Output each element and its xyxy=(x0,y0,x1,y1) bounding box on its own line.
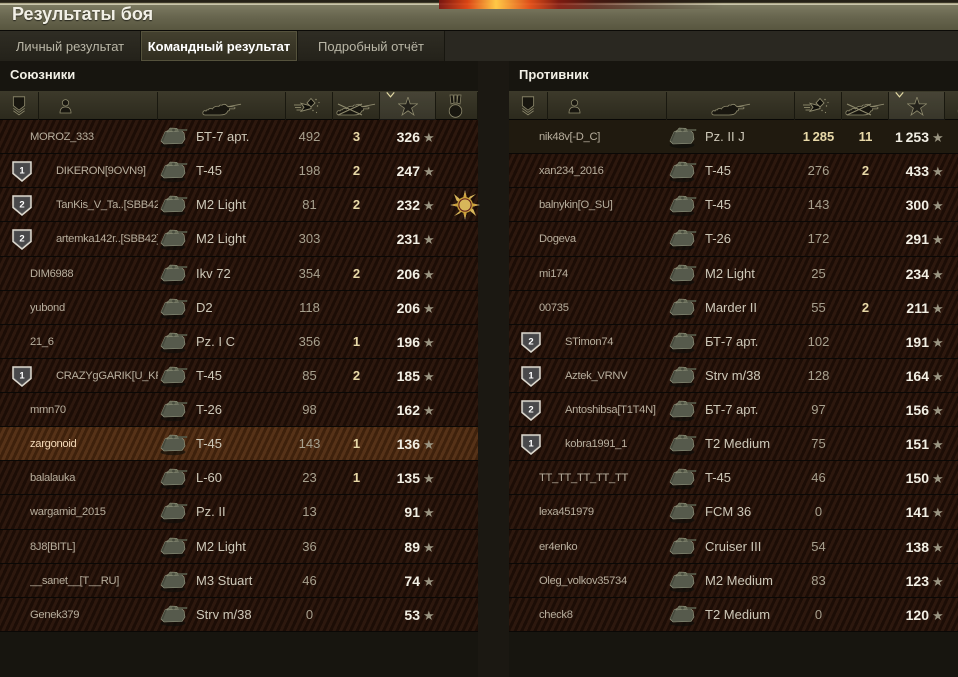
svg-text:2: 2 xyxy=(528,336,533,347)
svg-text:1: 1 xyxy=(528,439,534,450)
svg-text:1: 1 xyxy=(528,370,534,381)
svg-text:1: 1 xyxy=(19,370,25,381)
svg-text:2: 2 xyxy=(528,405,533,416)
svg-text:2: 2 xyxy=(19,234,24,245)
svg-text:1: 1 xyxy=(19,166,25,177)
svg-text:2: 2 xyxy=(19,200,24,211)
